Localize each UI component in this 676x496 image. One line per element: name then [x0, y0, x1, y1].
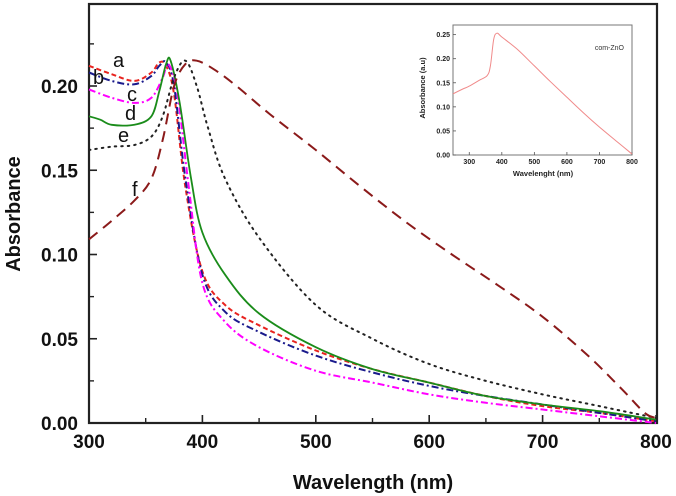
y-tick-label: 0.00: [41, 414, 78, 435]
curve-label-d: d: [125, 103, 136, 125]
y-tick-label: 0.15: [41, 161, 78, 182]
inset-series-group: [452, 32, 633, 155]
inset-y-axis-ticks: 0.00 0.05 0.10 0.15 0.20 0.25: [436, 32, 456, 160]
curve-label-b: b: [93, 67, 104, 89]
curve-labels: a b c d e f: [93, 50, 138, 201]
series-line-f: [88, 59, 657, 419]
inset-background: [418, 24, 642, 194]
inset-x-tick-label: 400: [496, 159, 508, 166]
inset-frame: [452, 24, 633, 156]
inset-legend-com-zno: com-ZnO: [595, 45, 625, 52]
x-tick-label: 300: [73, 432, 105, 453]
y-tick-label: 0.20: [41, 77, 78, 98]
curve-label-c: c: [127, 84, 137, 106]
y-axis-ticks: 0.00 0.05 0.10 0.15 0.20: [41, 43, 97, 435]
inset-series-line-com-zno: [452, 32, 633, 155]
curve-label-f: f: [132, 179, 138, 201]
inset-y-tick-label: 0.05: [436, 128, 450, 135]
x-tick-label: 400: [187, 432, 219, 453]
inset-x-tick-label: 300: [463, 159, 475, 166]
series-group: [88, 56, 657, 424]
inset-plot: 300 400 500 600 700 800 0.000.050.100.150.200…: [418, 24, 642, 194]
x-tick-label: 700: [527, 432, 559, 453]
inset-x-tick-label: 800: [626, 159, 638, 166]
main-plot: 300 400 500 600 700 800 0.000.050.100.150.20 …: [3, 2, 672, 494]
x-tick-label: 500: [300, 432, 332, 453]
inset-x-tick-label: 600: [561, 159, 573, 166]
inset-y-tick-label: 0.15: [436, 80, 450, 87]
x-axis-ticks: 300 400 500 600 700 800: [73, 415, 672, 453]
inset-x-axis-title: Wavelenght (nm): [513, 169, 574, 178]
inset-y-tick-label: 0.25: [436, 32, 450, 39]
x-tick-label: 800: [640, 432, 672, 453]
inset-y-tick-label: 0.20: [436, 56, 450, 63]
inset-x-tick-label: 500: [529, 159, 541, 166]
x-axis-title: Wavelength (nm): [293, 472, 453, 494]
inset-y-tick-label: 0.00: [436, 153, 450, 160]
series-line-e: [88, 59, 657, 419]
curve-label-a: a: [113, 50, 125, 72]
series-line-c: [88, 62, 657, 424]
y-axis-title: Absorbance: [3, 156, 25, 272]
inset-x-axis-ticks: 300 400 500 600 700 800: [463, 152, 638, 166]
x-tick-label: 600: [413, 432, 445, 453]
inset-y-tick-label: 0.10: [436, 104, 450, 111]
series-line-d: [88, 56, 657, 421]
inset-x-tick-label: 700: [594, 159, 606, 166]
y-tick-label: 0.05: [41, 330, 78, 351]
y-tick-label: 0.10: [41, 246, 78, 267]
curve-label-e: e: [118, 125, 129, 147]
inset-y-axis-title: Absorbance (a.u): [418, 57, 427, 119]
